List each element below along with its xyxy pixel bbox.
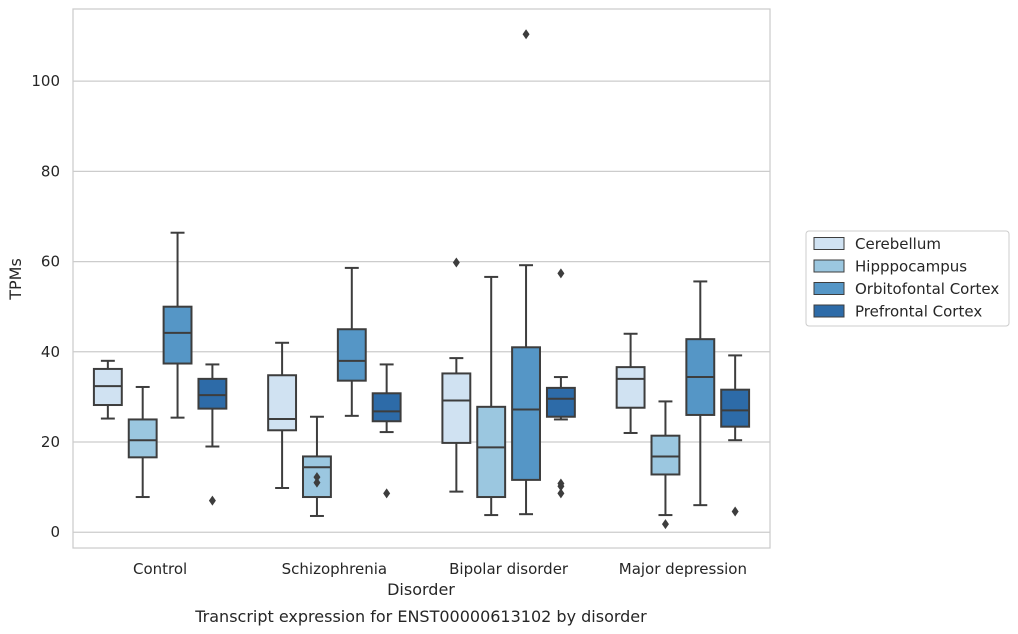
outlier-point: [557, 478, 565, 489]
legend-swatch: [813, 237, 845, 250]
x-tick-label: Control: [133, 560, 187, 578]
legend-label: Cerebellum: [855, 235, 941, 253]
outlier-point: [522, 29, 530, 40]
box-prefrontal-cortex: [197, 363, 228, 506]
box-orbitofontal-cortex: [685, 280, 716, 507]
box-prefrontal-cortex: [371, 363, 402, 499]
box-hipppocampus: [302, 415, 332, 517]
y-tick-label: 60: [41, 253, 60, 271]
iqr-box: [441, 372, 472, 444]
box-prefrontal-cortex: [720, 354, 751, 517]
iqr-box: [197, 377, 228, 410]
iqr-box: [336, 328, 367, 382]
box-hipppocampus: [476, 275, 507, 517]
y-tick-labels: 0 20 40 60 80 100: [31, 72, 60, 541]
outlier-point: [383, 488, 391, 499]
box-hipppocampus: [127, 385, 158, 499]
box-prefrontal-cortex: [545, 268, 576, 499]
y-tick-label: 80: [41, 162, 60, 180]
iqr-box: [545, 386, 576, 418]
box-cerebellum: [441, 257, 472, 493]
iqr-box: [476, 405, 507, 499]
box-cerebellum: [92, 359, 123, 420]
y-tick-label: 40: [41, 343, 60, 361]
legend: Cerebellum Hipppocampus Orbitofontal Corte…: [805, 230, 1010, 327]
plot-frame: [72, 8, 771, 549]
outlier-point: [661, 519, 669, 530]
outlier-point: [313, 477, 321, 488]
x-axis-title: Disorder: [387, 580, 455, 599]
legend-label: Orbitofontal Cortex: [855, 280, 999, 298]
legend-swatch: [813, 259, 845, 273]
iqr-box: [162, 305, 193, 365]
legend-swatch: [813, 304, 845, 318]
outlier-point: [557, 268, 565, 279]
outlier-point: [452, 257, 460, 268]
y-tick-label: 100: [31, 72, 60, 90]
iqr-box: [650, 434, 681, 476]
box-cerebellum: [267, 341, 298, 490]
outlier-point: [313, 472, 321, 483]
y-axis-title: TPMs: [6, 258, 25, 301]
legend-label: Prefrontal Cortex: [855, 303, 982, 321]
chart-caption: Transcript expression for ENST0000061310…: [194, 607, 647, 626]
box-cerebellum: [615, 332, 646, 434]
box-orbitofontal-cortex: [336, 266, 367, 417]
outlier-point: [557, 488, 565, 499]
outlier-point: [731, 506, 739, 517]
iqr-box: [267, 374, 298, 432]
y-tick-label: 20: [41, 433, 60, 451]
outlier-point: [208, 495, 216, 506]
x-tick-label: Schizophrenia: [282, 560, 387, 578]
iqr-box: [720, 388, 751, 428]
iqr-box: [615, 366, 646, 409]
x-tick-label: Major depression: [619, 560, 747, 578]
box-hipppocampus: [650, 400, 681, 530]
box-orbitofontal-cortex: [511, 29, 541, 516]
iqr-box: [371, 392, 402, 423]
x-tick-labels: Control Schizophrenia Bipolar disorder Majo…: [133, 560, 747, 578]
iqr-box: [511, 346, 541, 481]
legend-swatch: [813, 282, 845, 295]
y-tick-label: 0: [50, 523, 60, 541]
iqr-box: [127, 418, 158, 459]
box-marks: [92, 29, 751, 530]
box-orbitofontal-cortex: [162, 231, 193, 419]
legend-frame: [805, 230, 1010, 327]
legend-label: Hipppocampus: [855, 258, 967, 276]
x-tick-label: Bipolar disorder: [449, 560, 569, 578]
